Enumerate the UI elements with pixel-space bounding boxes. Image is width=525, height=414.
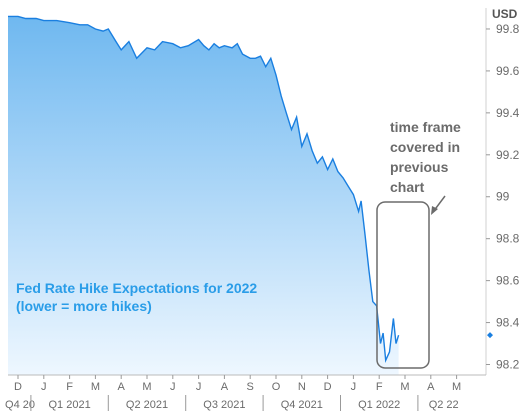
y-tick-label: 98.6: [496, 274, 520, 288]
quarter-label: Q2 2021: [126, 399, 168, 411]
area-fill: [8, 16, 399, 376]
x-tick-label: M: [142, 381, 151, 393]
quarter-label: Q2 22: [429, 399, 459, 411]
annotation-arrowhead: [431, 206, 438, 215]
last-value-marker: [487, 332, 493, 339]
x-tick-label: D: [324, 381, 332, 393]
x-tick-label: J: [196, 381, 202, 393]
annotation-text: covered in: [390, 139, 460, 155]
x-tick-label: J: [170, 381, 176, 393]
series-line-layer: [8, 15, 493, 363]
x-tick-label: M: [400, 381, 409, 393]
quarter-label: Q4 20: [5, 399, 35, 411]
highlight-box: [376, 201, 430, 369]
x-tick-label: F: [66, 381, 73, 393]
chart-title: Fed Rate Hike Expectations for 2022: [16, 280, 257, 296]
y-tick-label: 99.2: [496, 148, 520, 162]
x-tick-label: J: [351, 381, 357, 393]
y-tick-label: 99.8: [496, 22, 520, 36]
quarter-label: Q3 2021: [203, 399, 245, 411]
y-tick-label: 98.4: [496, 316, 520, 330]
annotation-text: chart: [390, 179, 425, 195]
x-tick-label: F: [376, 381, 383, 393]
unit-label: USD: [492, 7, 518, 21]
x-tick-label: N: [298, 381, 306, 393]
x-tick-label: A: [221, 381, 229, 393]
chart-subtitle: (lower = more hikes): [16, 298, 152, 314]
y-tick-label: 99: [496, 190, 510, 204]
y-tick-label: 98.2: [496, 358, 520, 372]
series-line: [8, 15, 400, 363]
labels: USD time frame covered in previous chart Fed …: [16, 7, 518, 369]
x-tick-label: O: [272, 381, 281, 393]
annotation-text: previous: [390, 159, 449, 175]
quarter-label: Q1 2022: [358, 399, 400, 411]
y-tick-label: 99.6: [496, 64, 520, 78]
quarter-label: Q4 2021: [281, 399, 323, 411]
x-tick-label: S: [247, 381, 254, 393]
x-tick-label: A: [427, 381, 435, 393]
quarter-label: Q1 2021: [48, 399, 90, 411]
x-tick-label: A: [118, 381, 126, 393]
annotation-text: time frame: [390, 119, 461, 135]
y-tick-label: 98.8: [496, 232, 520, 246]
area-fill-layer: [8, 16, 399, 376]
x-tick-label: D: [14, 381, 22, 393]
x-tick-label: M: [452, 381, 461, 393]
x-tick-label: M: [91, 381, 100, 393]
x-tick-label: J: [41, 381, 47, 393]
axes: 98.2 98.4 98.6 98.8 99 99.2 99.4 99.6 99.8 D J F M A M…: [5, 8, 520, 411]
y-tick-label: 99.4: [496, 106, 520, 120]
